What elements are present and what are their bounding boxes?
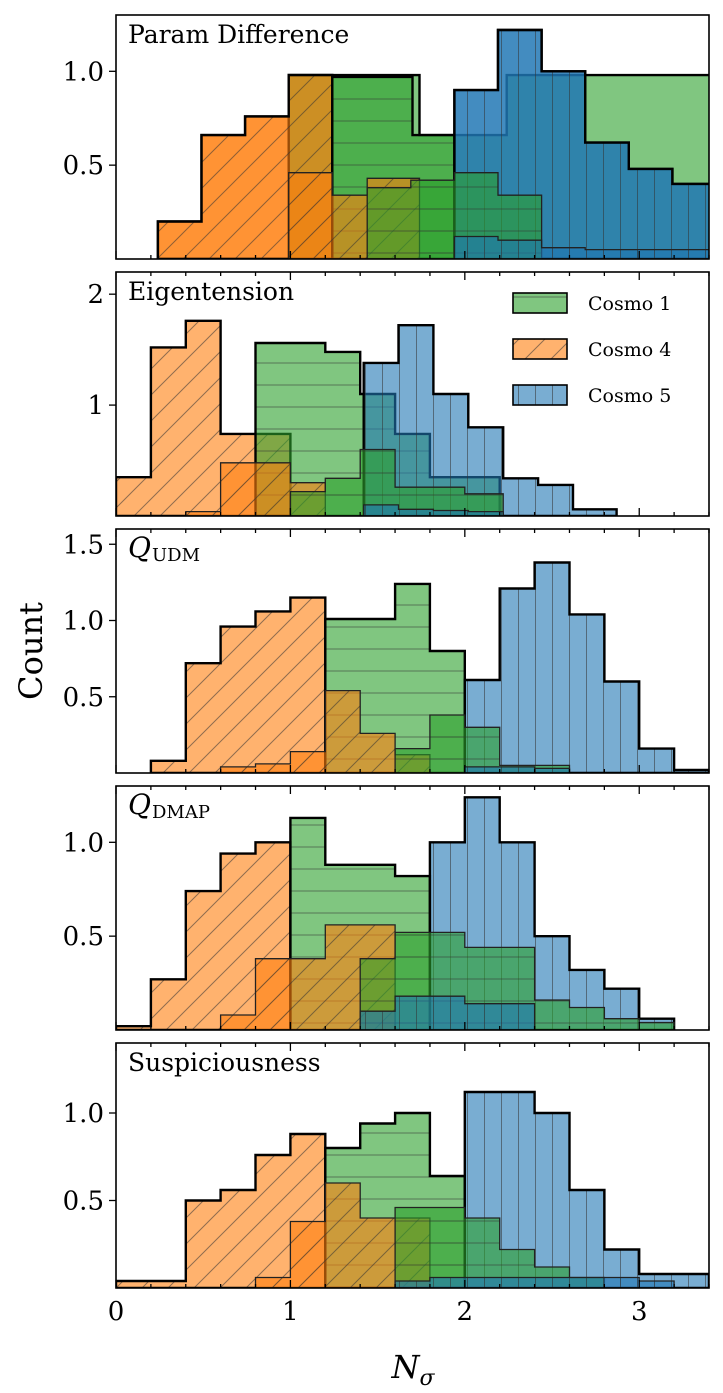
hist-outline-cosmo-5 bbox=[428, 796, 676, 1030]
hist-cosmo-5-test bbox=[453, 235, 709, 259]
hist-hatch-cosmo-4 bbox=[116, 1134, 326, 1288]
y-tick-label: 1.0 bbox=[63, 828, 104, 858]
y-tick-label: 1 bbox=[87, 391, 104, 421]
plot-area bbox=[116, 319, 618, 516]
hist-outline-cosmo-5 bbox=[463, 1090, 709, 1288]
hist-hatch-cosmo-4 bbox=[116, 842, 291, 1030]
panel-title-main: Eigentension bbox=[128, 277, 294, 306]
y-tick-label: 0.5 bbox=[63, 922, 104, 952]
panels-group: 0.5 1.0 Param Difference 1 2 Eigentension 0.5 1… bbox=[63, 14, 710, 1289]
x-axis-label: Nσ bbox=[390, 1348, 435, 1391]
panel-title-main: Q bbox=[128, 531, 151, 564]
hist-hatch-cosmo-4 bbox=[220, 924, 396, 1030]
y-axis-label: Count bbox=[12, 602, 50, 700]
panel-frame bbox=[115, 271, 710, 517]
panel-frame bbox=[115, 1042, 710, 1289]
panel-q-udm: 0.5 1.0 1.5 QUDM bbox=[63, 528, 710, 774]
legend-swatch-hatch-cosmo-5 bbox=[512, 384, 568, 406]
hist-outline-cosmo-5 bbox=[463, 561, 709, 773]
hist-outline-cosmo-1 bbox=[289, 448, 504, 516]
hist-outline-cosmo-5 bbox=[453, 28, 709, 259]
y-tick-label: 0.5 bbox=[63, 683, 104, 713]
hist-hatch-cosmo-5 bbox=[363, 504, 504, 516]
hist-cosmo-5-fill bbox=[463, 1090, 709, 1288]
hist-cosmo-5-fill bbox=[463, 561, 709, 773]
hist-cosmo-5-fill bbox=[362, 324, 618, 516]
legend-label-cosmo-5: Cosmo 5 bbox=[588, 385, 671, 407]
panel-title-main: Q bbox=[128, 788, 151, 821]
panel-title: QUDM bbox=[128, 531, 200, 566]
hist-outline-cosmo-5 bbox=[359, 995, 536, 1030]
hist-hatch-cosmo-1 bbox=[290, 449, 504, 516]
hist-hatch-cosmo-4 bbox=[150, 597, 326, 773]
hist-cosmo-1-test bbox=[289, 448, 504, 516]
hist-outline-cosmo-1 bbox=[331, 75, 456, 259]
hist-cosmo-5-test bbox=[363, 504, 504, 516]
hist-outline-cosmo-5 bbox=[394, 1276, 675, 1288]
panel-frame bbox=[115, 528, 710, 774]
hist-outline-cosmo-5 bbox=[363, 504, 504, 516]
panel-title-sub: UDM bbox=[152, 545, 200, 566]
plot-area bbox=[149, 561, 709, 773]
hist-hatch-cosmo-5 bbox=[363, 325, 617, 516]
legend-entry-cosmo-5: Cosmo 5 bbox=[512, 384, 671, 407]
hist-cosmo-5-test bbox=[464, 766, 571, 773]
panel-title-main: Param Difference bbox=[128, 20, 349, 49]
hist-outline-cosmo-4 bbox=[149, 596, 327, 773]
x-tick-label: 3 bbox=[631, 1297, 648, 1327]
panel-frame bbox=[115, 14, 710, 260]
hist-cosmo-4-fill bbox=[116, 1132, 327, 1288]
y-tick-label: 0.5 bbox=[63, 1187, 104, 1217]
panel-suspiciousness: 0.5 1.0 Suspiciousness bbox=[63, 1042, 710, 1289]
legend-entry-cosmo-4: Cosmo 4 bbox=[512, 338, 671, 361]
panel-frame bbox=[115, 785, 710, 1031]
y-tick-label: 1.0 bbox=[63, 1099, 104, 1129]
y-tick-label: 1.0 bbox=[63, 607, 104, 637]
x-axis-label-sub: σ bbox=[419, 1366, 435, 1391]
plot-area bbox=[156, 28, 709, 259]
hist-outline-cosmo-5 bbox=[453, 235, 709, 259]
panel-title: Suspiciousness bbox=[128, 1048, 321, 1077]
hist-hatch-cosmo-5 bbox=[464, 562, 709, 773]
panel-title: Eigentension bbox=[128, 277, 294, 306]
panel-param-difference: 0.5 1.0 Param Difference bbox=[63, 14, 710, 260]
hist-outline-cosmo-4 bbox=[116, 1132, 327, 1288]
x-tick-label: 1 bbox=[282, 1297, 299, 1327]
hist-hatch-cosmo-1 bbox=[395, 1207, 605, 1288]
hist-outline-cosmo-1 bbox=[359, 931, 675, 1030]
y-tick-label: 1.0 bbox=[63, 57, 104, 87]
hist-outline-cosmo-5 bbox=[362, 324, 618, 516]
panel-q-dmap: 0.5 1.0 QDMAP bbox=[63, 785, 710, 1031]
legend-label-cosmo-4: Cosmo 4 bbox=[588, 339, 671, 361]
hist-hatch-cosmo-4 bbox=[220, 690, 430, 773]
hist-hatch-cosmo-5 bbox=[360, 996, 535, 1030]
panel-title-sub: DMAP bbox=[152, 802, 210, 823]
panel-title-main: Suspiciousness bbox=[128, 1048, 321, 1077]
hist-cosmo-5-test bbox=[359, 995, 536, 1030]
hist-cosmo-4-fill bbox=[149, 596, 327, 773]
y-tick-label: 1.5 bbox=[63, 530, 104, 560]
panel-title: Param Difference bbox=[128, 20, 349, 49]
hist-hatch-cosmo-4 bbox=[255, 1183, 430, 1288]
x-tick-label: 2 bbox=[457, 1297, 474, 1327]
panel-eigentension: 1 2 Eigentension bbox=[87, 271, 710, 517]
panel-title: QDMAP bbox=[128, 788, 210, 823]
y-tick-label: 2 bbox=[87, 280, 104, 310]
legend-swatch-hatch-cosmo-1 bbox=[512, 292, 568, 314]
legend-entry-cosmo-1: Cosmo 1 bbox=[512, 292, 671, 315]
hist-hatch-cosmo-1 bbox=[395, 715, 570, 773]
legend-label-cosmo-1: Cosmo 1 bbox=[588, 293, 671, 315]
hist-outline-cosmo-1 bbox=[366, 172, 543, 259]
legend: Cosmo 1 Cosmo 4 Cosmo 5 bbox=[512, 292, 671, 407]
y-tick-label: 0.5 bbox=[63, 151, 104, 181]
x-tick-label: 0 bbox=[108, 1297, 125, 1327]
plot-area bbox=[116, 796, 676, 1030]
x-axis-label-main: N bbox=[390, 1348, 420, 1386]
legend-swatch-hatch-cosmo-4 bbox=[512, 338, 568, 360]
plot-area bbox=[116, 1090, 709, 1288]
